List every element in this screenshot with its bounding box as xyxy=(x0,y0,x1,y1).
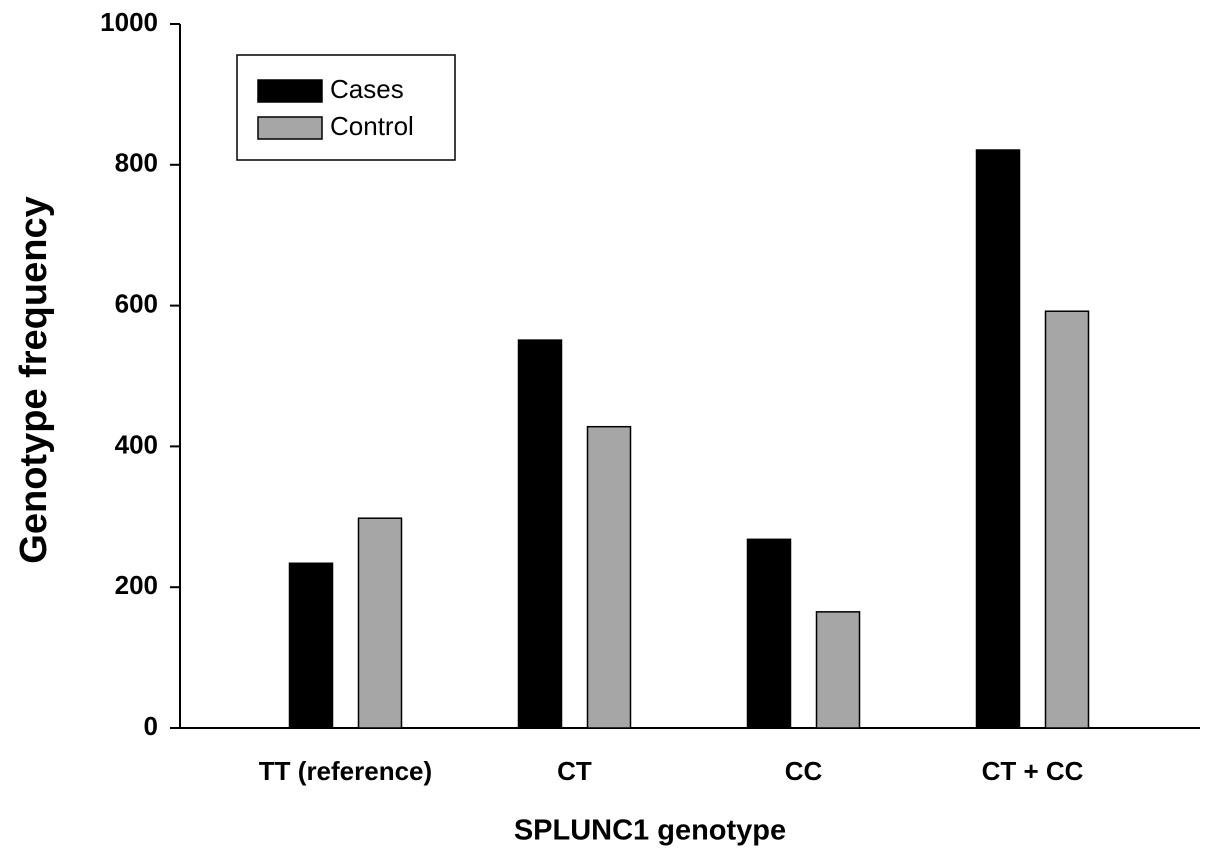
y-axis-title: Genotype frequency xyxy=(13,196,55,563)
bar xyxy=(357,517,403,729)
bar xyxy=(746,538,792,729)
bar xyxy=(586,425,632,729)
legend-swatch xyxy=(257,116,323,140)
bar xyxy=(288,562,334,729)
bar xyxy=(517,339,563,729)
bar xyxy=(815,611,861,729)
x-tick-label: CT xyxy=(557,756,592,786)
y-tick-label: 800 xyxy=(115,148,158,178)
legend-label: Cases xyxy=(330,74,404,104)
y-tick-label: 400 xyxy=(115,429,158,459)
bar xyxy=(1044,310,1090,729)
x-tick-label: TT (reference) xyxy=(259,756,432,786)
y-tick-label: 0 xyxy=(144,711,158,741)
legend-box xyxy=(236,54,456,161)
x-tick-label: CT + CC xyxy=(982,756,1084,786)
y-tick-label: 1000 xyxy=(100,7,158,37)
x-axis-title: SPLUNC1 genotype xyxy=(514,815,786,847)
y-tick-label: 200 xyxy=(115,570,158,600)
bar xyxy=(975,149,1021,729)
legend-label: Control xyxy=(330,111,414,141)
y-tick-label: 600 xyxy=(115,288,158,318)
legend-swatch xyxy=(257,79,323,103)
x-tick-label: CC xyxy=(785,756,823,786)
